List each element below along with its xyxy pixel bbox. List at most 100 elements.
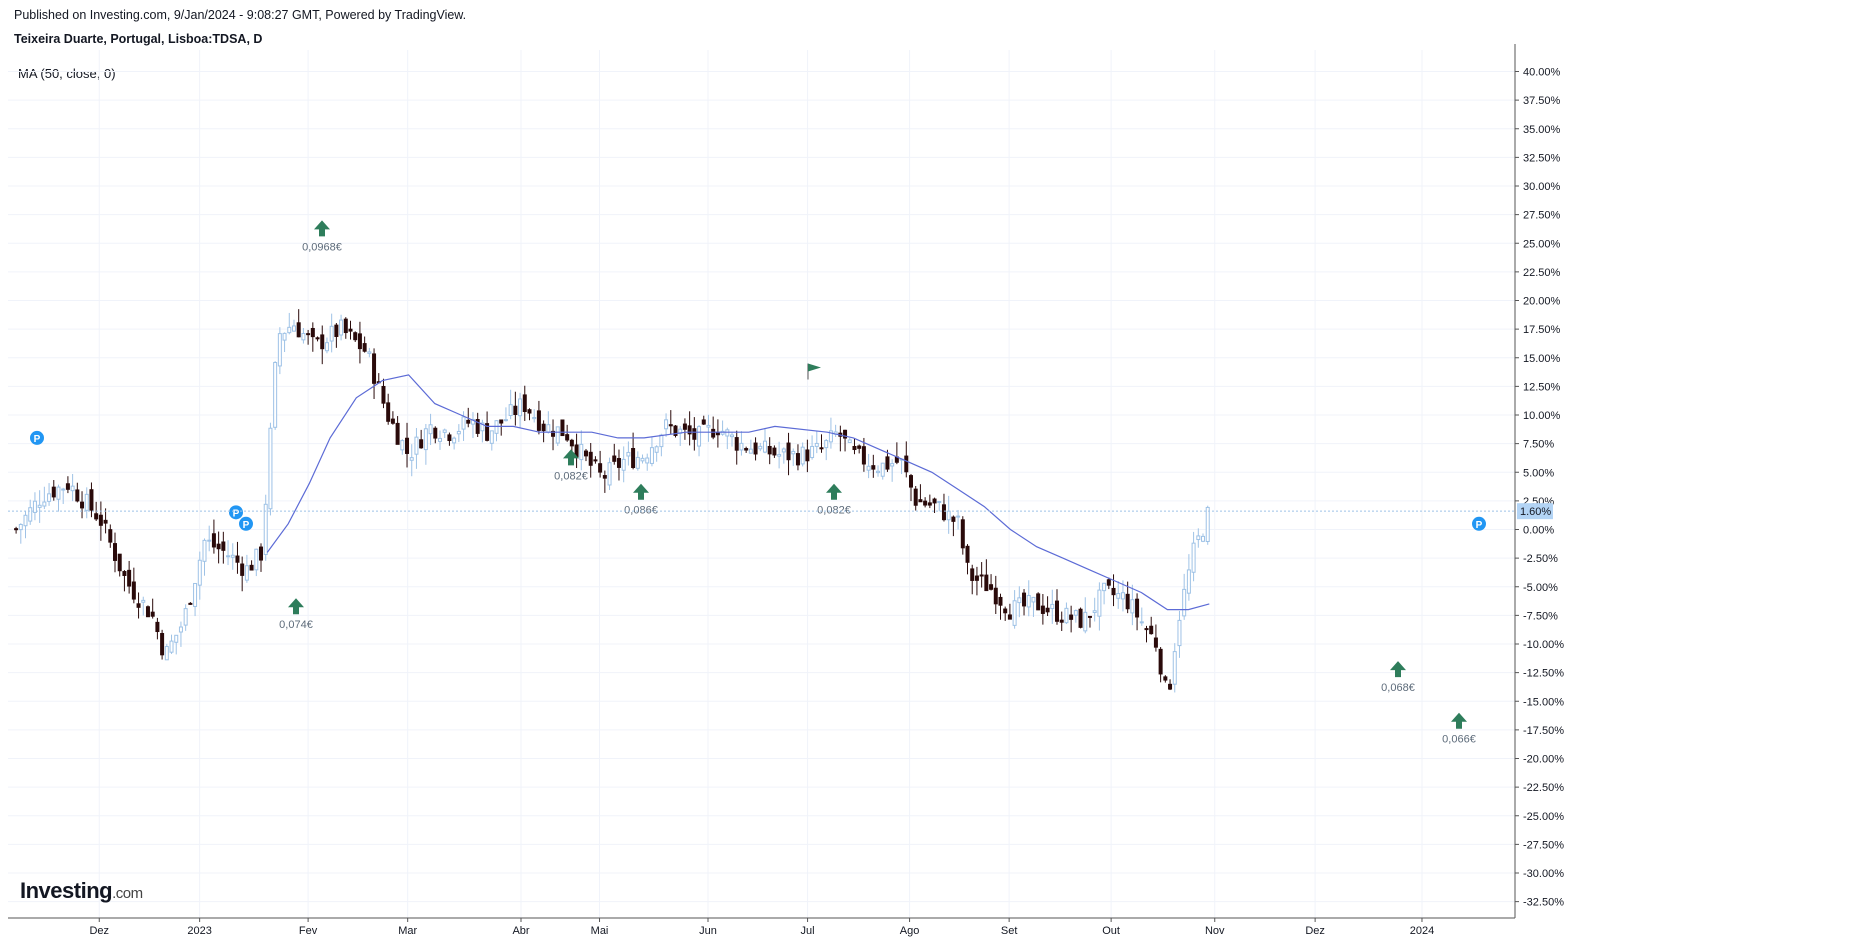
candle-body [588, 451, 593, 466]
candle-body [805, 449, 810, 462]
candle-body [607, 462, 612, 486]
y-tick-label: 37.50% [1523, 95, 1561, 107]
candle-body [1069, 614, 1074, 620]
candle-body [1153, 637, 1158, 648]
candle-body [475, 419, 480, 434]
candle-body [84, 493, 89, 511]
candle-body [635, 456, 640, 469]
candle-body [235, 555, 240, 563]
candle-body [843, 429, 848, 439]
candle-body [876, 470, 881, 474]
candle-body [423, 428, 428, 451]
candle-body [923, 500, 928, 506]
x-tick-label: Set [1001, 925, 1018, 937]
candle-body [1017, 597, 1022, 604]
candle-body [1120, 592, 1125, 600]
candle-body [37, 504, 42, 508]
candle-body [226, 555, 231, 558]
candle-body [32, 500, 37, 513]
candle-body [852, 445, 857, 451]
arrow-price-label: 0,066€ [1442, 734, 1476, 746]
candle-body [602, 475, 607, 479]
candle-body [324, 342, 329, 352]
candle-body [178, 626, 183, 633]
candle-body [395, 422, 400, 445]
candle-body [970, 568, 975, 581]
candle-body [795, 453, 800, 466]
candle-body [758, 445, 763, 450]
candle-body [480, 422, 485, 432]
candle-body [748, 448, 753, 454]
candle-body [1144, 628, 1149, 631]
x-tick-label: Out [1102, 925, 1120, 937]
candle-body [367, 351, 372, 354]
candle-body [188, 602, 193, 605]
candle-body [762, 440, 767, 453]
p-marker-icon [30, 430, 44, 445]
candle-body [61, 488, 66, 491]
candle-body [777, 454, 782, 457]
y-tick-label: 0.00% [1523, 525, 1554, 537]
candle-body [1168, 683, 1173, 690]
candle-body [414, 436, 419, 455]
candle-body [499, 419, 504, 424]
y-tick-label: -25.00% [1523, 811, 1564, 823]
candle-body [927, 502, 932, 506]
candle-body [372, 353, 377, 384]
investing-logo: Investing.com [20, 878, 143, 903]
candle-body [268, 427, 273, 510]
candle-body [1102, 582, 1107, 592]
candle-body [739, 442, 744, 451]
candle-body [866, 465, 871, 471]
candle-body [1205, 506, 1210, 542]
x-tick-label: Dez [1305, 925, 1325, 937]
y-tick-label: 25.00% [1523, 238, 1561, 250]
candle-body [287, 326, 292, 334]
y-tick-label: -32.50% [1523, 897, 1564, 909]
candle-body [1003, 608, 1008, 614]
x-tick-label: Fev [299, 925, 318, 937]
p-marker-icon [1472, 516, 1486, 531]
candle-body [447, 434, 452, 442]
candle-body [880, 462, 885, 477]
candle-body [857, 445, 862, 449]
candle-body [28, 507, 33, 522]
candle-body [744, 448, 749, 451]
y-tick-label: 22.50% [1523, 267, 1561, 279]
candle-body [485, 423, 490, 441]
x-tick-label: Abr [512, 925, 529, 937]
candle-body [211, 533, 216, 548]
ma-indicator-label[interactable]: MA (50, close, 0) [18, 66, 116, 81]
candle-body [160, 633, 165, 656]
y-tick-label: 27.50% [1523, 210, 1561, 222]
candle-body [381, 385, 386, 404]
y-tick-label: -10.00% [1523, 639, 1564, 651]
candle-body [1191, 542, 1196, 573]
candle-body [956, 515, 961, 518]
candle-body [951, 516, 956, 522]
candle-body [348, 328, 353, 332]
p-marker-icon [239, 516, 253, 531]
candle-body [282, 332, 287, 341]
candle-body [664, 419, 669, 430]
candle-body [847, 439, 852, 443]
candle-body [230, 554, 235, 558]
candle-body [659, 434, 664, 448]
y-tick-label: 40.00% [1523, 67, 1561, 79]
candle-body [136, 603, 141, 608]
candle-body [885, 456, 890, 470]
candle-body [918, 499, 923, 503]
candle-body [1087, 615, 1092, 618]
candle-body [409, 457, 414, 461]
y-tick-label: 17.50% [1523, 324, 1561, 336]
candle-body [23, 514, 28, 527]
candle-body [193, 582, 198, 607]
x-tick-label: Dez [89, 925, 109, 937]
candle-body [682, 423, 687, 430]
candle-body [273, 362, 278, 428]
candle-body [1158, 648, 1163, 675]
candle-body [1073, 610, 1078, 616]
candle-body [1059, 619, 1064, 623]
candle-body [974, 575, 979, 581]
